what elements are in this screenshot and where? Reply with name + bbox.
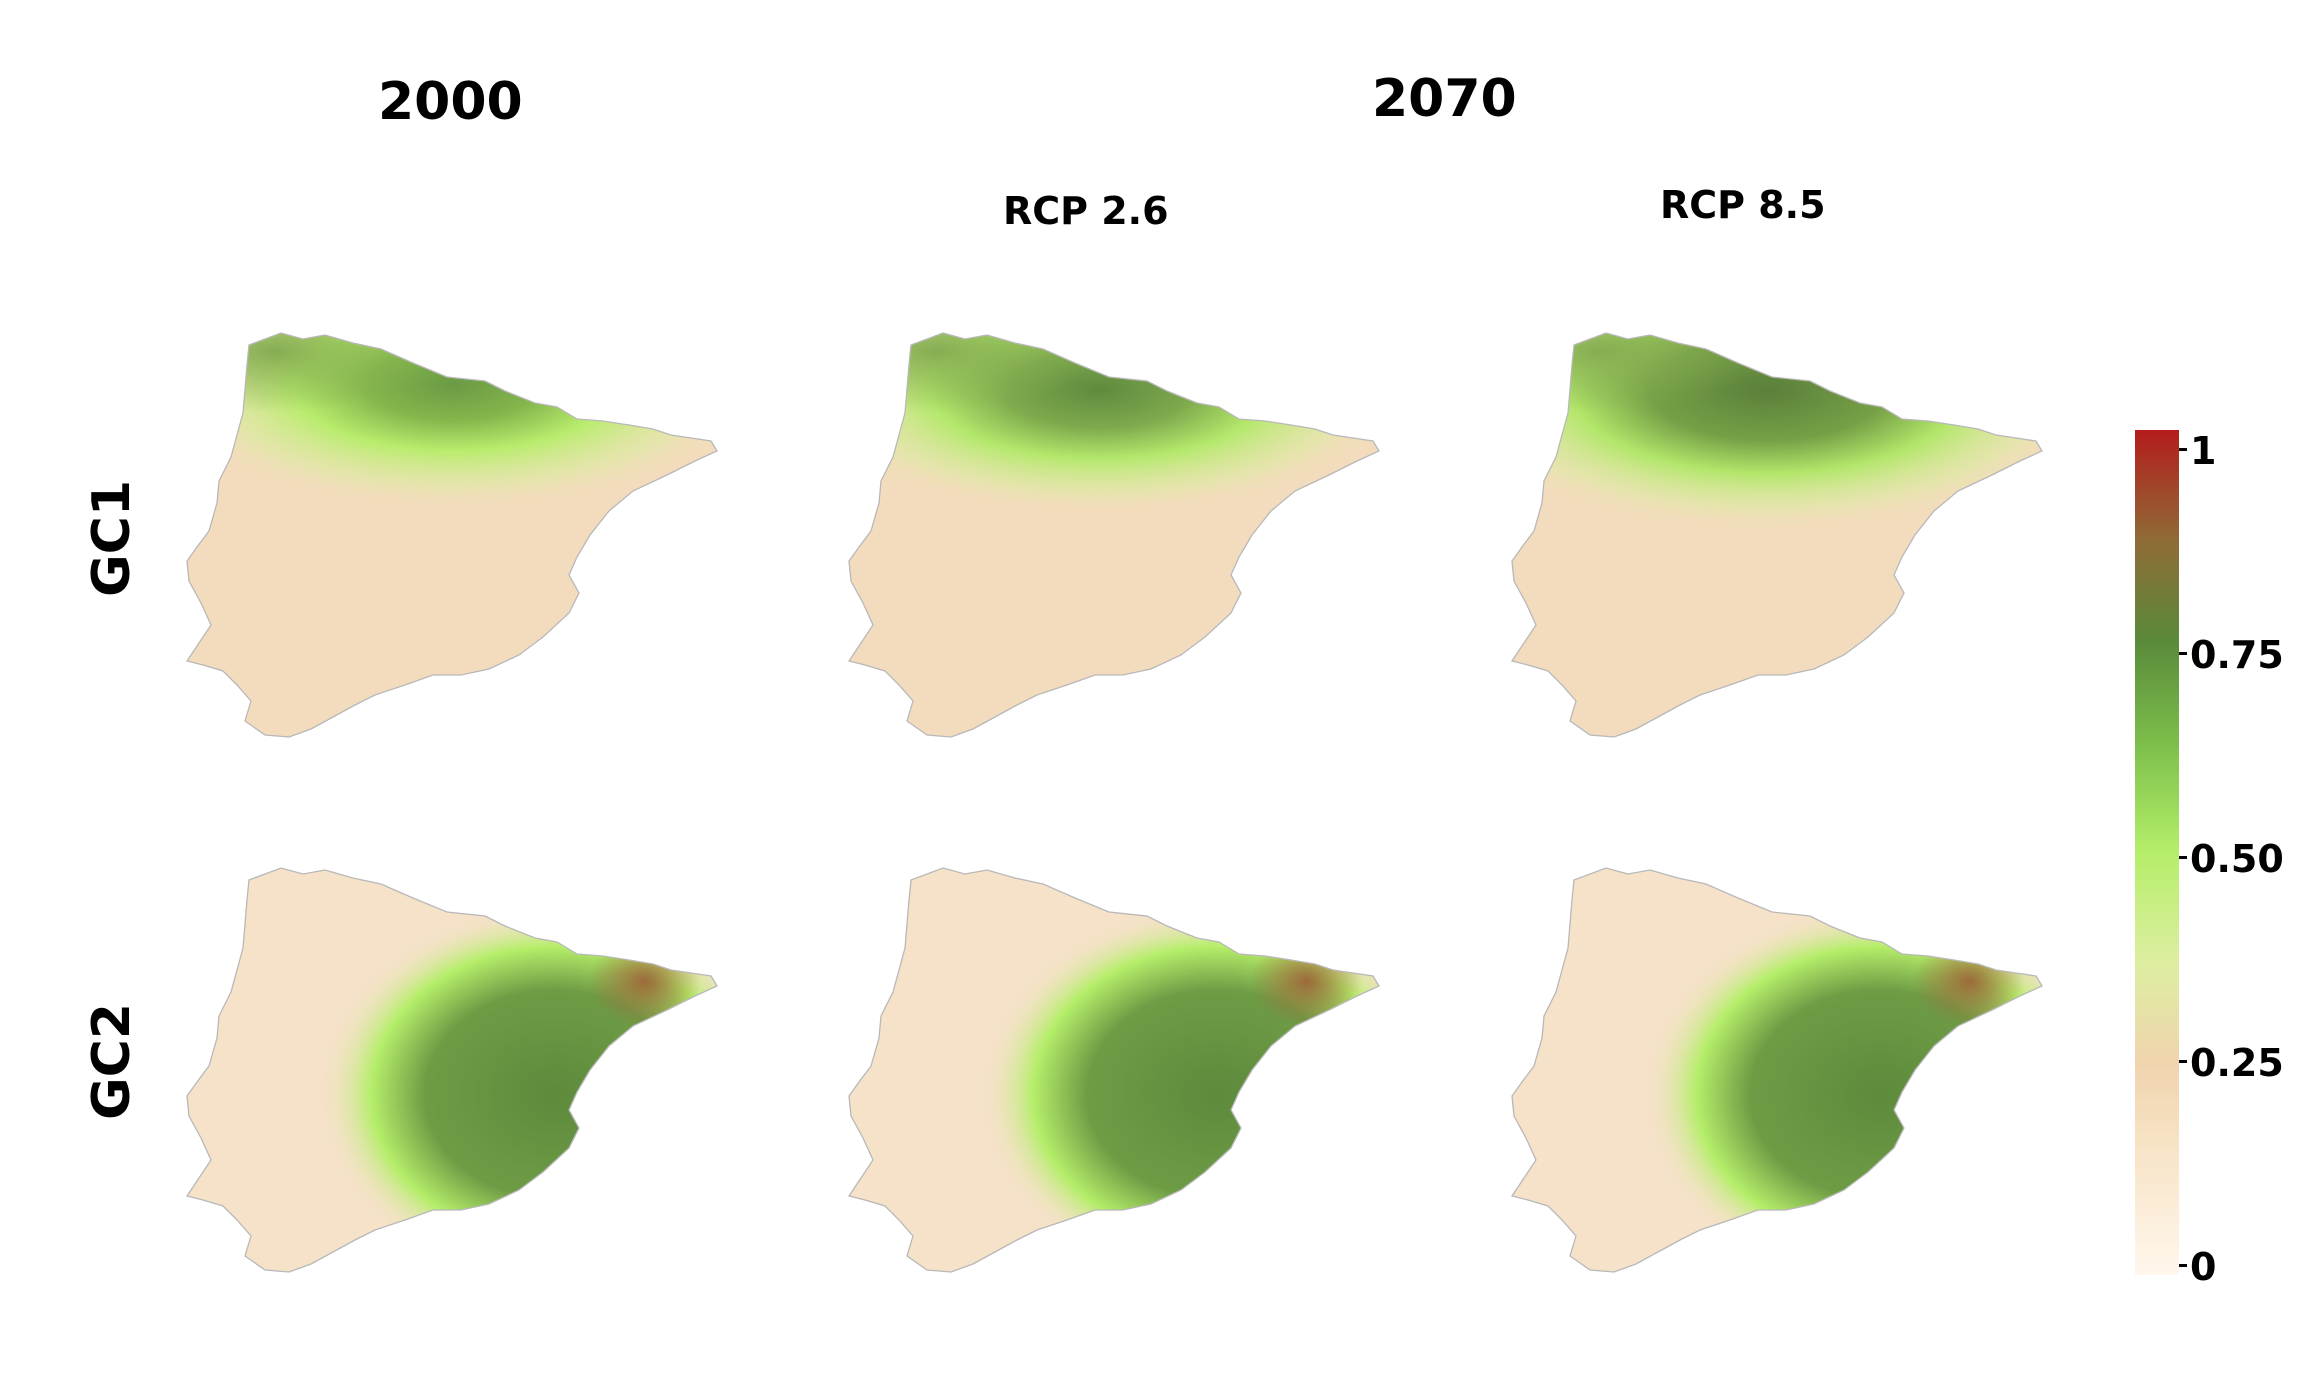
colorbar-tick-label: 1 xyxy=(2190,429,2217,473)
colorbar-tick-mark xyxy=(2179,856,2187,859)
suitability-northwest xyxy=(849,333,1379,545)
map-gc2-rcp85 xyxy=(1511,867,2043,1273)
map-gc1-rcp26 xyxy=(848,332,1380,738)
colorbar-tick-label: 0.75 xyxy=(2190,633,2284,677)
suitability-hotspot xyxy=(187,868,717,1272)
rcp26-heading: RCP 2.6 xyxy=(1003,189,1169,233)
suitability-hotspot xyxy=(849,868,1379,1272)
colorbar-tick-label: 0.50 xyxy=(2190,837,2284,881)
map-gc1-2000 xyxy=(186,332,718,738)
row-label-gc1: GC1 xyxy=(82,479,142,597)
rcp85-heading: RCP 8.5 xyxy=(1660,183,1826,227)
map-gc2-2000 xyxy=(186,867,718,1273)
row-label-gc2: GC2 xyxy=(82,1002,142,1120)
map-gc1-rcp85 xyxy=(1511,332,2043,738)
colorbar-tick-label: 0.25 xyxy=(2190,1041,2284,1085)
colorbar-tick-label: 0 xyxy=(2190,1245,2217,1289)
colorbar-tick-mark xyxy=(2179,652,2187,655)
map-gc2-rcp26 xyxy=(848,867,1380,1273)
colorbar-tick-mark xyxy=(2179,1060,2187,1063)
colorbar xyxy=(2135,430,2179,1275)
suitability-northwest xyxy=(1512,333,2042,545)
suitability-hotspot xyxy=(1512,868,2042,1272)
year-2070-heading: 2070 xyxy=(1372,69,1517,129)
colorbar-tick-mark xyxy=(2179,1264,2187,1267)
suitability-northwest xyxy=(187,333,717,545)
year-2000-heading: 2000 xyxy=(378,72,523,132)
colorbar-tick-mark xyxy=(2179,448,2187,451)
